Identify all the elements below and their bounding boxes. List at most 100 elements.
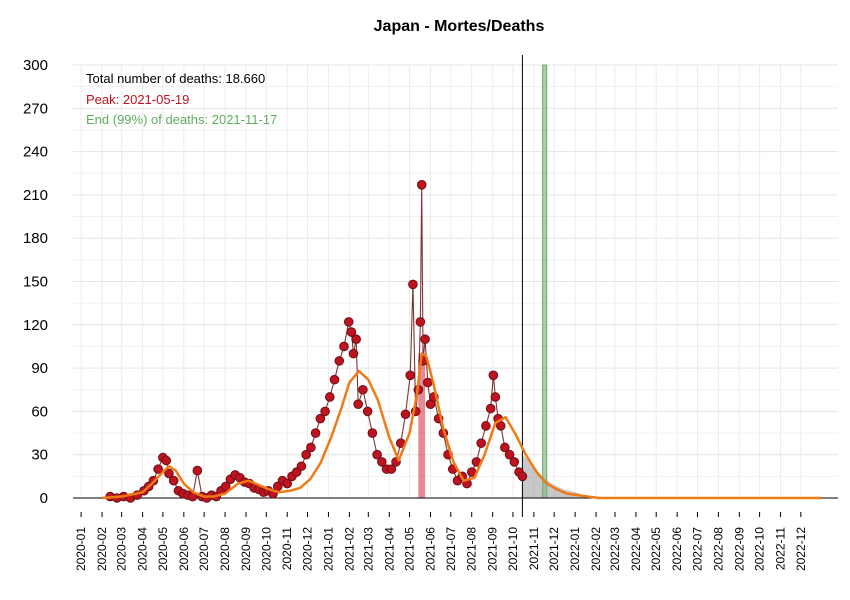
data-point <box>334 356 345 366</box>
x-tick-label: 2020-05 <box>156 527 170 571</box>
data-point <box>315 413 326 424</box>
end-band <box>542 64 548 499</box>
data-point <box>282 478 293 489</box>
x-tick-label: 2020-03 <box>115 527 129 571</box>
data-point <box>416 179 427 190</box>
x-tick-label: 2022-05 <box>649 527 663 571</box>
x-tick-label: 2021-09 <box>486 527 500 571</box>
data-point <box>517 471 528 482</box>
data-point <box>310 428 321 438</box>
annotation-total-deaths: Total number of deaths: 18.660 <box>86 71 265 86</box>
x-tick-label: 2020-04 <box>136 527 150 571</box>
data-point <box>485 403 496 414</box>
y-tick-label: 90 <box>31 360 48 377</box>
data-point <box>351 334 361 345</box>
data-point <box>488 370 499 381</box>
forecast-area <box>522 454 597 498</box>
y-tick-label: 150 <box>23 274 48 291</box>
x-tick-label: 2021-06 <box>423 527 437 571</box>
data-point <box>495 421 506 431</box>
x-tick-label: 2021-12 <box>547 527 561 571</box>
x-tick-label: 2022-04 <box>629 527 643 571</box>
data-point <box>343 317 354 327</box>
x-tick-label: 2022-09 <box>732 527 746 571</box>
data-point <box>415 317 426 327</box>
data-point <box>372 449 382 460</box>
x-tick-label: 2022-01 <box>568 527 582 571</box>
observed-series-points <box>105 179 528 503</box>
x-tick-label: 2020-07 <box>197 527 211 571</box>
data-point <box>306 442 316 453</box>
data-point <box>476 438 486 448</box>
data-point <box>408 279 418 290</box>
data-point <box>362 406 373 417</box>
data-point <box>168 475 179 486</box>
data-point <box>386 464 397 474</box>
data-point <box>320 406 330 417</box>
data-point <box>161 455 172 466</box>
x-tick-label: 2022-06 <box>670 527 684 571</box>
data-point <box>164 468 174 479</box>
y-axis-ticks: 0 30 60 90 120 150 180 210 240 270 300 <box>23 57 48 507</box>
x-axis-ticks: 2020-01 2020-02 2020-03 2020-04 2020-05 2020-… <box>74 512 808 571</box>
x-tick-label: 2020-11 <box>280 527 294 570</box>
x-tick-label: 2022-10 <box>753 527 767 571</box>
annotation-peak: Peak: 2021-05-19 <box>86 92 189 107</box>
x-tick-label: 2021-04 <box>382 527 396 571</box>
y-tick-label: 270 <box>23 100 48 117</box>
data-point <box>329 374 340 385</box>
y-tick-label: 180 <box>23 230 48 247</box>
x-tick-label: 2020-09 <box>239 527 253 571</box>
forecast-band <box>522 454 597 498</box>
x-tick-label: 2021-07 <box>444 527 458 571</box>
y-tick-label: 210 <box>23 187 48 204</box>
fitted-curve <box>101 352 822 500</box>
data-point <box>377 457 387 467</box>
gridlines <box>73 64 838 499</box>
data-point <box>490 392 501 402</box>
data-point <box>504 449 515 460</box>
data-point <box>500 442 510 453</box>
x-tick-label: 2021-01 <box>321 527 335 571</box>
x-tick-label: 2021-08 <box>465 527 479 571</box>
x-tick-label: 2022-03 <box>608 527 622 571</box>
data-point <box>481 421 491 431</box>
x-tick-label: 2020-10 <box>259 527 273 571</box>
annotation-end: End (99%) of deaths: 2021-11-17 <box>86 112 277 127</box>
x-tick-label: 2022-08 <box>711 527 725 571</box>
y-tick-label: 300 <box>23 57 48 74</box>
x-tick-label: 2020-06 <box>177 527 191 571</box>
data-point <box>348 348 359 359</box>
y-tick-label: 0 <box>40 490 48 507</box>
x-tick-label: 2022-11 <box>774 527 788 570</box>
peak-band <box>418 353 426 498</box>
x-tick-label: 2022-07 <box>690 527 704 571</box>
x-tick-label: 2021-02 <box>342 527 356 571</box>
x-tick-label: 2020-12 <box>301 527 315 571</box>
x-tick-label: 2021-05 <box>403 527 417 571</box>
data-point <box>153 464 163 474</box>
data-point <box>405 370 416 381</box>
x-tick-label: 2020-02 <box>95 527 109 571</box>
fit-line <box>101 352 822 500</box>
data-point <box>509 457 520 467</box>
x-tick-label: 2021-11 <box>527 527 541 570</box>
data-point <box>400 409 411 420</box>
data-point <box>301 449 311 460</box>
x-tick-label: 2022-12 <box>794 527 808 571</box>
x-tick-label: 2020-01 <box>74 527 88 571</box>
data-point <box>353 399 363 409</box>
data-point <box>192 465 203 476</box>
x-tick-label: 2021-10 <box>506 527 520 571</box>
data-point <box>220 481 231 492</box>
data-point <box>367 428 378 438</box>
data-point <box>296 461 307 472</box>
y-tick-label: 30 <box>31 447 48 464</box>
y-tick-label: 120 <box>23 317 48 334</box>
x-tick-label: 2021-03 <box>361 527 375 571</box>
x-tick-label: 2020-08 <box>218 527 232 571</box>
data-point <box>325 392 335 402</box>
y-tick-label: 60 <box>31 403 48 420</box>
